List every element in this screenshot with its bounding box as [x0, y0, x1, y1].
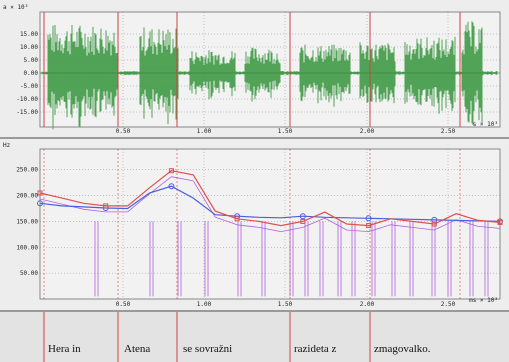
- y-tick-label: -10.00: [16, 96, 38, 103]
- x-tick-label: 2.50: [441, 128, 456, 135]
- word-label[interactable]: zmagovalko.: [374, 343, 431, 355]
- pitch-point[interactable]: [497, 219, 503, 225]
- x-tick-label: 1.00: [197, 301, 212, 308]
- y-tick-label: -5.00: [20, 83, 38, 90]
- word-label[interactable]: se sovražni: [183, 343, 233, 355]
- pitch-point[interactable]: [168, 168, 174, 174]
- y-unit-label: a × 10³: [3, 4, 28, 11]
- y-tick-label: 150.00: [16, 218, 38, 225]
- pitch-point[interactable]: [299, 213, 306, 220]
- pitch-point[interactable]: [103, 203, 109, 209]
- pitch-point[interactable]: [37, 190, 43, 196]
- x-tick-label: 1.50: [278, 128, 293, 135]
- x-tick-label: 1.00: [197, 128, 212, 135]
- word-label[interactable]: Hera in: [48, 343, 81, 355]
- raw-pitch-trace: [39, 176, 501, 297]
- y-unit-label: Hz: [3, 142, 11, 149]
- x-tick-label: 2.00: [360, 301, 375, 308]
- pitch-point[interactable]: [300, 218, 306, 224]
- x-unit-label: ms × 10³: [469, 297, 498, 304]
- y-tick-label: 200.00: [16, 193, 38, 200]
- pitch-series-line: [39, 185, 501, 222]
- word-tier[interactable]: [0, 312, 509, 362]
- x-tick-label: 1.50: [278, 301, 293, 308]
- pitch-panel[interactable]: Hz 250.00 200.00 150.00 100.00 50.00 0.50 1.00 1…: [0, 139, 509, 310]
- y-tick-label: 250.00: [16, 167, 38, 174]
- waveform-plot[interactable]: a × 10³ 15.00 10.00 5.00 0.00 -5.00 -10.00 -15.…: [0, 0, 509, 137]
- x-tick-label: 0.50: [116, 301, 131, 308]
- y-tick-label: 0.00: [24, 70, 39, 77]
- pitch-point[interactable]: [37, 200, 43, 207]
- word-label[interactable]: razideta z: [294, 343, 337, 355]
- panel-divider[interactable]: [0, 137, 509, 139]
- x-tick-label: 2.50: [441, 301, 456, 308]
- word-boundaries: [43, 312, 371, 362]
- pitch-point[interactable]: [366, 223, 372, 229]
- y-tick-label: 15.00: [20, 31, 38, 38]
- x-tick-label: 0.50: [116, 128, 131, 135]
- pitch-point[interactable]: [431, 221, 437, 227]
- waveform-panel[interactable]: a × 10³ 15.00 10.00 5.00 0.00 -5.00 -10.00 -15.…: [0, 0, 509, 137]
- y-tick-label: 50.00: [20, 270, 38, 277]
- y-tick-label: -15.00: [16, 109, 38, 116]
- pitch-point[interactable]: [365, 215, 372, 222]
- word-label[interactable]: Atena: [124, 343, 151, 355]
- pitch-point[interactable]: [234, 216, 240, 222]
- y-tick-label: 10.00: [20, 44, 38, 51]
- pitch-point[interactable]: [168, 183, 175, 190]
- pitch-plot[interactable]: Hz 250.00 200.00 150.00 100.00 50.00 0.50 1.00 1…: [0, 139, 509, 310]
- y-tick-label: 100.00: [16, 244, 38, 251]
- pitch-series-line: [39, 170, 501, 227]
- y-tick-label: 5.00: [24, 57, 39, 64]
- panel-divider[interactable]: [0, 310, 509, 312]
- x-unit-label: s × 10³: [473, 121, 498, 128]
- x-tick-label: 2.00: [360, 128, 375, 135]
